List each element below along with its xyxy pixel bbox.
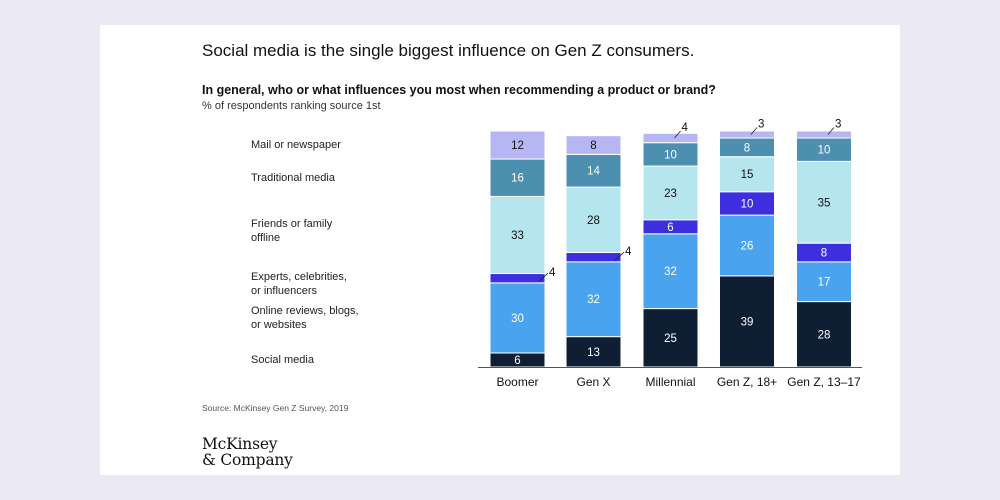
bar-segment (565, 153, 622, 188)
legend-line: Social media (251, 353, 314, 366)
value-label: 32 (664, 266, 677, 278)
value-label: 3 (835, 119, 841, 131)
bar-segment (796, 301, 852, 368)
legend-line: Friends or family (251, 217, 333, 230)
value-label: 30 (511, 313, 524, 325)
value-leader-line (538, 272, 549, 282)
value-label: 8 (821, 248, 827, 260)
bar-segment (642, 165, 699, 221)
value-label: 4 (625, 246, 632, 258)
legend-item: Friends or family offline (251, 217, 381, 245)
legend-line: Traditional media (251, 171, 335, 184)
chart-question: In general, who or what influences you m… (202, 83, 716, 97)
value-label: 39 (741, 316, 754, 328)
bar-segment (489, 130, 546, 160)
bar-segment (565, 186, 622, 254)
value-label: 4 (549, 267, 556, 279)
category-label: Gen X (576, 375, 610, 389)
value-leader-line (614, 251, 625, 261)
bar-segment (489, 282, 546, 354)
value-label: 10 (741, 198, 754, 210)
value-leader-line (750, 127, 758, 135)
value-label: 13 (587, 347, 600, 359)
legend-item: Online reviews, blogs, or websites (251, 304, 381, 332)
bar-segment (565, 135, 622, 155)
value-label: 14 (587, 166, 600, 178)
value-label: 25 (664, 333, 677, 345)
category-label: Millennial (645, 375, 695, 389)
category-label: Gen Z, 13–17 (787, 375, 861, 389)
legend-line: Mail or newspaper (251, 139, 341, 152)
bar-segment (489, 273, 546, 284)
value-label: 15 (741, 169, 754, 181)
value-label: 28 (587, 215, 600, 227)
value-label: 12 (511, 140, 524, 152)
bar-segment (642, 132, 699, 144)
value-label: 6 (667, 222, 673, 234)
value-label: 33 (511, 230, 524, 242)
bar-segment (796, 160, 852, 244)
value-leader-line (827, 127, 835, 135)
value-label: 3 (758, 119, 764, 131)
value-label: 16 (511, 173, 524, 185)
legend-item: Traditional media (251, 171, 381, 185)
bar-segment (642, 233, 699, 310)
value-label: 35 (818, 197, 831, 209)
bar-segment (565, 261, 622, 338)
bar-segment (719, 275, 775, 368)
category-label: Gen Z, 18+ (717, 375, 777, 389)
value-label: 4 (682, 122, 689, 134)
value-label: 23 (664, 188, 677, 200)
value-label: 17 (818, 277, 831, 289)
bar-segment (565, 252, 622, 263)
value-label: 6 (514, 355, 520, 367)
bar-segment (719, 214, 775, 277)
bar-segment (796, 130, 852, 139)
legend-item: Experts, celebrities, or influencers (251, 270, 381, 298)
value-leader-line (674, 130, 681, 139)
chart-title: Social media is the single biggest influ… (202, 41, 695, 60)
value-label: 28 (818, 329, 831, 341)
category-label: Boomer (496, 375, 538, 389)
legend-item: Social media (251, 353, 381, 367)
value-label: 10 (818, 145, 831, 157)
value-label: 10 (664, 149, 677, 161)
logo-line-1: McKinsey (202, 435, 278, 453)
bar-segment (719, 130, 775, 139)
legend-line: Online reviews, blogs, (251, 304, 359, 317)
mckinsey-logo: McKinsey & Company (202, 436, 293, 468)
legend-line: Experts, celebrities, (251, 271, 347, 284)
value-label: 8 (744, 142, 750, 154)
source-note: Source: McKinsey Gen Z Survey, 2019 (202, 403, 349, 413)
bar-segment (642, 308, 699, 368)
legend-line: or influencers (251, 285, 318, 298)
chart-card: Social media is the single biggest influ… (100, 25, 900, 475)
legend-item: Mail or newspaper (251, 138, 381, 152)
chart-subtitle: % of respondents ranking source 1st (202, 100, 381, 112)
value-label: 32 (587, 294, 600, 306)
legend-line: offline (251, 231, 281, 244)
legend-line: or websites (251, 318, 307, 331)
logo-line-2: & Company (202, 451, 293, 469)
value-label: 8 (590, 140, 596, 152)
bar-segment (489, 195, 546, 275)
value-label: 26 (741, 240, 754, 252)
